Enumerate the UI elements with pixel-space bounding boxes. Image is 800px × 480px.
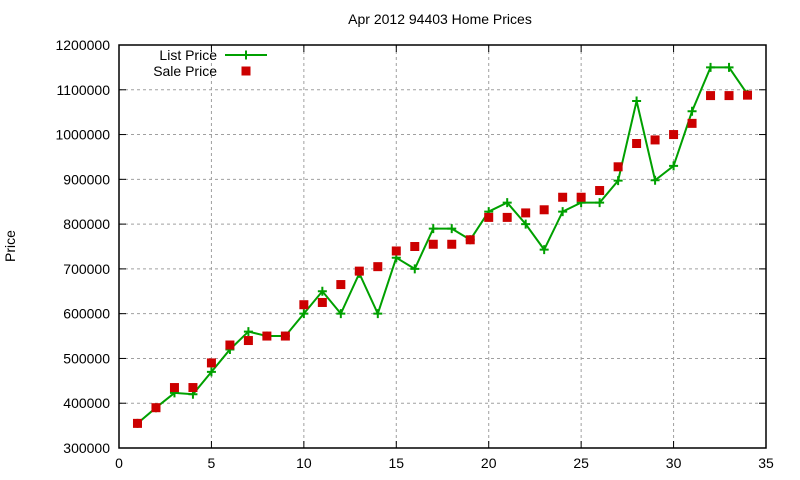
y-tick-label: 1000000 (55, 127, 110, 143)
square-marker (539, 205, 549, 215)
square-marker (336, 280, 346, 290)
legend-label: Sale Price (153, 63, 217, 79)
series-line (136, 66, 749, 425)
y-tick-label: 700000 (63, 261, 110, 277)
plus-marker (410, 264, 420, 274)
square-marker (354, 266, 364, 276)
square-marker (299, 300, 309, 310)
y-tick-label: 900000 (63, 171, 110, 187)
plus-marker (317, 286, 327, 296)
square-marker (724, 91, 734, 101)
square-marker (576, 192, 586, 202)
y-tick-label: 1100000 (57, 82, 111, 98)
x-tick-label: 25 (573, 455, 589, 471)
square-marker (243, 336, 253, 346)
plus-marker (632, 96, 642, 106)
y-tick-label: 300000 (63, 440, 110, 456)
square-marker (743, 90, 753, 100)
x-tick-label: 35 (758, 455, 774, 471)
square-marker (650, 135, 660, 145)
y-tick-label: 400000 (63, 395, 110, 411)
square-marker (632, 139, 642, 149)
plus-marker (299, 309, 309, 319)
square-marker (447, 239, 457, 249)
plus-marker (669, 161, 679, 171)
square-marker (225, 340, 235, 350)
square-marker (465, 235, 475, 245)
x-tick-label: 15 (388, 455, 404, 471)
y-tick-label: 500000 (63, 350, 110, 366)
square-marker (502, 212, 512, 222)
series-list-price (132, 62, 753, 428)
plus-marker (595, 198, 605, 208)
plus-marker (428, 224, 438, 234)
chart-title: Apr 2012 94403 Home Prices (348, 11, 532, 27)
grid-lines (119, 45, 766, 448)
x-tick-label: 20 (481, 455, 497, 471)
square-marker (188, 383, 198, 393)
square-marker (706, 91, 716, 101)
plus-marker (687, 106, 697, 116)
square-marker (410, 242, 420, 251)
square-marker (206, 358, 216, 368)
plus-marker (724, 62, 734, 72)
square-marker (241, 66, 251, 76)
plus-marker (706, 62, 716, 72)
x-tick-label: 10 (296, 455, 312, 471)
square-marker (317, 297, 327, 307)
y-tick-label: 1200000 (55, 37, 110, 53)
square-marker (669, 130, 679, 140)
plus-marker (539, 245, 549, 255)
plus-marker (243, 327, 253, 337)
plus-marker (206, 367, 216, 377)
series-sale-price (132, 90, 753, 428)
square-marker (484, 212, 494, 222)
square-marker (521, 208, 531, 218)
square-marker (558, 192, 568, 202)
data-series (132, 62, 753, 428)
plus-marker (650, 175, 660, 185)
square-marker (280, 331, 290, 341)
square-marker (391, 246, 401, 256)
plus-marker (613, 176, 623, 186)
square-marker (613, 162, 623, 172)
square-marker (169, 383, 179, 393)
y-tick-label: 600000 (63, 306, 110, 322)
plus-marker (521, 219, 531, 229)
axes: 0 5 10 15 20 25 30 35 300000 400000 500000 600000 70… (55, 37, 774, 471)
legend-label: List Price (159, 47, 217, 63)
plus-marker (336, 309, 346, 319)
x-tick-label: 30 (666, 455, 682, 471)
y-tick-label: 800000 (63, 216, 110, 232)
square-marker (132, 418, 142, 428)
plus-marker (558, 207, 568, 217)
plus-marker (502, 198, 512, 208)
square-marker (428, 239, 438, 249)
square-marker (373, 262, 383, 272)
square-marker (687, 118, 697, 128)
x-tick-label: 5 (208, 455, 216, 471)
square-marker (595, 186, 605, 196)
square-marker (151, 403, 161, 413)
plot-frame (118, 44, 767, 449)
x-tick-label: 0 (115, 455, 123, 471)
plus-marker (447, 224, 457, 234)
plus-marker (241, 50, 251, 60)
plus-marker (373, 309, 383, 319)
square-marker (262, 331, 272, 341)
